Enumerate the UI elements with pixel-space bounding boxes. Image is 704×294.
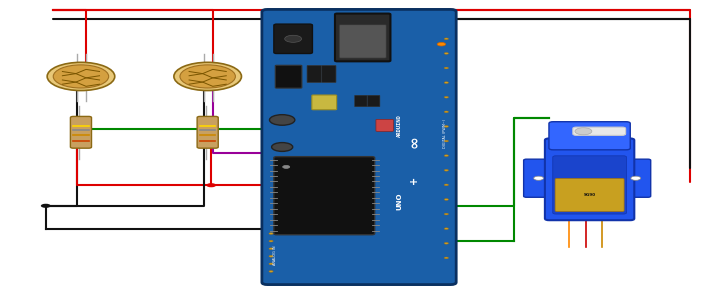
FancyBboxPatch shape: [367, 95, 380, 107]
FancyBboxPatch shape: [307, 66, 321, 82]
FancyBboxPatch shape: [555, 178, 624, 211]
Circle shape: [575, 128, 592, 135]
FancyBboxPatch shape: [553, 156, 627, 214]
Circle shape: [269, 248, 273, 250]
Circle shape: [444, 228, 448, 230]
Circle shape: [444, 169, 448, 171]
Circle shape: [269, 255, 273, 257]
FancyBboxPatch shape: [573, 127, 626, 135]
Circle shape: [444, 213, 448, 215]
Circle shape: [272, 143, 293, 151]
Circle shape: [269, 263, 273, 265]
Circle shape: [444, 184, 448, 186]
Text: ARDUINO: ARDUINO: [397, 114, 402, 137]
FancyBboxPatch shape: [322, 66, 336, 82]
FancyBboxPatch shape: [339, 25, 386, 58]
Circle shape: [444, 53, 448, 54]
FancyBboxPatch shape: [335, 14, 391, 61]
FancyBboxPatch shape: [70, 116, 92, 148]
Circle shape: [444, 198, 448, 200]
FancyBboxPatch shape: [312, 95, 337, 110]
FancyBboxPatch shape: [197, 116, 218, 148]
Circle shape: [444, 243, 448, 244]
Circle shape: [631, 176, 641, 180]
FancyBboxPatch shape: [274, 24, 313, 54]
Circle shape: [444, 126, 448, 127]
Text: ANALOG IN: ANALOG IN: [273, 245, 277, 265]
Circle shape: [444, 82, 448, 83]
Circle shape: [269, 233, 273, 234]
FancyBboxPatch shape: [274, 157, 375, 235]
FancyBboxPatch shape: [545, 138, 634, 220]
Circle shape: [41, 204, 51, 208]
FancyBboxPatch shape: [524, 159, 553, 197]
Circle shape: [534, 176, 543, 180]
Circle shape: [54, 65, 108, 88]
Circle shape: [444, 155, 448, 156]
Circle shape: [206, 183, 216, 187]
Circle shape: [444, 257, 448, 259]
Circle shape: [444, 111, 448, 113]
Circle shape: [444, 67, 448, 69]
Circle shape: [283, 166, 290, 168]
Text: SG90: SG90: [584, 193, 596, 197]
Text: DIGITAL (PWM~): DIGITAL (PWM~): [443, 119, 447, 148]
FancyBboxPatch shape: [549, 122, 630, 150]
Circle shape: [174, 62, 241, 91]
Circle shape: [270, 115, 295, 125]
Circle shape: [437, 42, 446, 46]
Circle shape: [180, 65, 235, 88]
Text: UNO: UNO: [396, 192, 402, 210]
Circle shape: [269, 270, 273, 272]
Text: +: +: [409, 176, 419, 183]
FancyBboxPatch shape: [376, 119, 394, 131]
Circle shape: [444, 38, 448, 40]
FancyBboxPatch shape: [262, 9, 456, 285]
FancyBboxPatch shape: [355, 95, 367, 107]
FancyBboxPatch shape: [621, 159, 650, 197]
Circle shape: [444, 96, 448, 98]
Circle shape: [47, 62, 115, 91]
Circle shape: [444, 140, 448, 142]
FancyBboxPatch shape: [275, 65, 302, 88]
Circle shape: [269, 240, 273, 242]
Circle shape: [284, 35, 301, 42]
Text: ∞: ∞: [406, 135, 422, 148]
